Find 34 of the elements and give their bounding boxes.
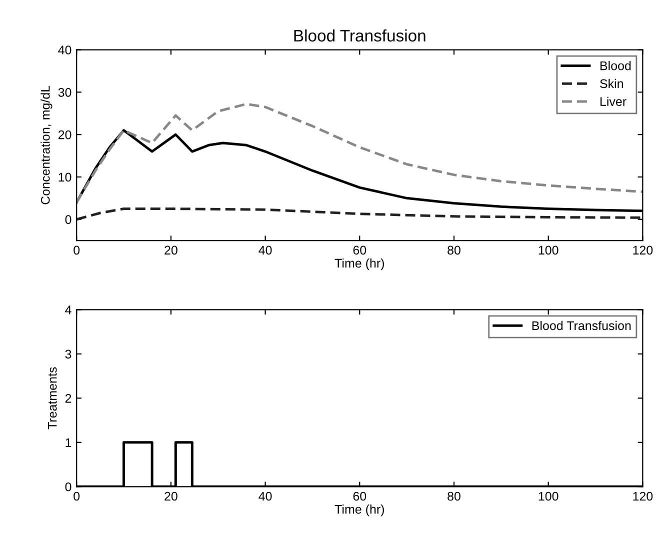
x-tick-label: 60 (353, 492, 366, 501)
y-tick-label: 10 (58, 172, 72, 182)
x-tick-label: 0 (74, 246, 80, 255)
legend-label: Blood Transfusion (532, 320, 631, 330)
x-tick-label: 0 (74, 492, 80, 501)
x-tick-label: 20 (164, 246, 178, 255)
y-tick-label: 2 (65, 394, 72, 403)
x-axis-title: Time (hr) (334, 258, 384, 270)
x-tick-label: 100 (538, 492, 558, 501)
x-tick-label: 40 (258, 246, 272, 255)
y-tick-label: 0 (65, 482, 72, 492)
y-tick-label: 40 (58, 46, 72, 54)
x-tick-label: 60 (353, 246, 366, 255)
y-tick-label: 30 (58, 88, 72, 97)
y-axis-title: Treatments (48, 367, 57, 430)
y-axis-title: Concentration, mg/dL (40, 86, 52, 204)
x-tick-label: 100 (538, 246, 558, 255)
y-tick-label: 1 (66, 438, 72, 447)
x-axis-title: Time (hr) (334, 504, 384, 516)
legend-label: Liver (600, 96, 626, 106)
y-tick-label: 20 (58, 130, 72, 140)
y-tick-label: 3 (65, 350, 72, 359)
chart-title: Blood Transfusion (294, 29, 426, 42)
y-tick-label: 0 (65, 215, 72, 224)
y-tick-label: 4 (65, 306, 72, 314)
line-series (76, 208, 643, 221)
x-tick-label: 120 (633, 492, 653, 501)
legend-label: Skin (600, 78, 623, 88)
x-tick-label: 120 (633, 246, 653, 255)
legend-label: Blood (600, 61, 631, 70)
x-tick-label: 20 (164, 492, 178, 501)
x-tick-label: 80 (448, 492, 460, 501)
x-tick-label: 40 (258, 492, 272, 501)
x-tick-label: 80 (448, 246, 460, 255)
